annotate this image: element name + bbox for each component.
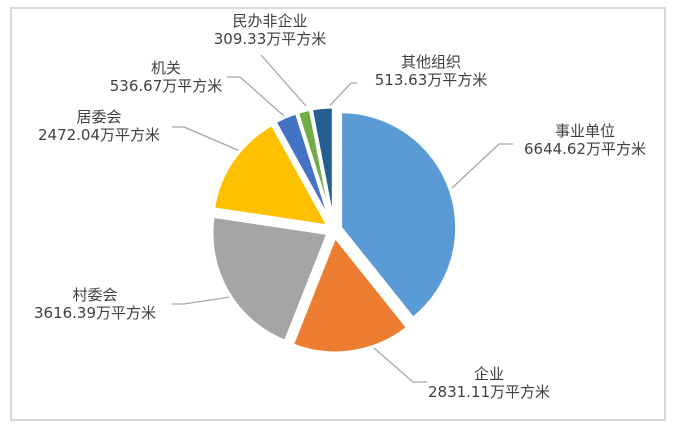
slice-label-2[interactable]: 村委会 3616.39万平方米 (34, 286, 156, 322)
slice-label-category: 企业 (473, 365, 504, 383)
leader-line-5 (260, 54, 307, 107)
pie-slice-6[interactable] (309, 105, 335, 225)
slice-label-category: 民办非企业 (232, 12, 308, 30)
slice-label-category: 机关 (150, 59, 181, 77)
slice-label-category: 居委会 (76, 108, 122, 126)
slice-label-value: 309.33万平方米 (213, 30, 327, 48)
pie-slice-3[interactable] (212, 122, 330, 228)
slice-label-value: 6644.62万平方米 (523, 140, 647, 158)
leader-line-0 (451, 143, 513, 189)
pie-slice-0[interactable] (339, 110, 459, 320)
leader-line-6 (321, 82, 357, 115)
pie-slice-1[interactable] (290, 235, 409, 355)
slice-label-value: 3616.39万平方米 (33, 304, 157, 322)
slice-label-category: 其他组织 (400, 53, 461, 71)
slice-label-value: 513.63万平方米 (374, 71, 488, 89)
leader-line-3 (172, 126, 241, 152)
slice-label-value: 2831.11万平方米 (427, 383, 551, 401)
slice-label-5[interactable]: 民办非企业 309.33万平方米 (214, 12, 327, 48)
slice-label-6[interactable]: 其他组织 513.63万平方米 (375, 53, 488, 89)
slice-label-3[interactable]: 居委会 2472.04万平方米 (38, 108, 160, 144)
slice-label-category: 事业单位 (554, 122, 615, 140)
leader-line-1 (373, 347, 427, 383)
slice-label-1[interactable]: 企业 2831.11万平方米 (428, 365, 550, 401)
slice-label-0[interactable]: 事业单位 6644.62万平方米 (524, 122, 646, 158)
pie-slice-2[interactable] (210, 214, 330, 343)
slice-label-category: 村委会 (72, 286, 118, 304)
slice-label-value: 2472.04万平方米 (37, 126, 161, 144)
leader-line-4 (227, 76, 285, 117)
slice-label-4[interactable]: 机关 536.67万平方米 (110, 59, 223, 95)
leader-line-2 (172, 296, 231, 305)
slice-label-value: 536.67万平方米 (109, 77, 223, 95)
